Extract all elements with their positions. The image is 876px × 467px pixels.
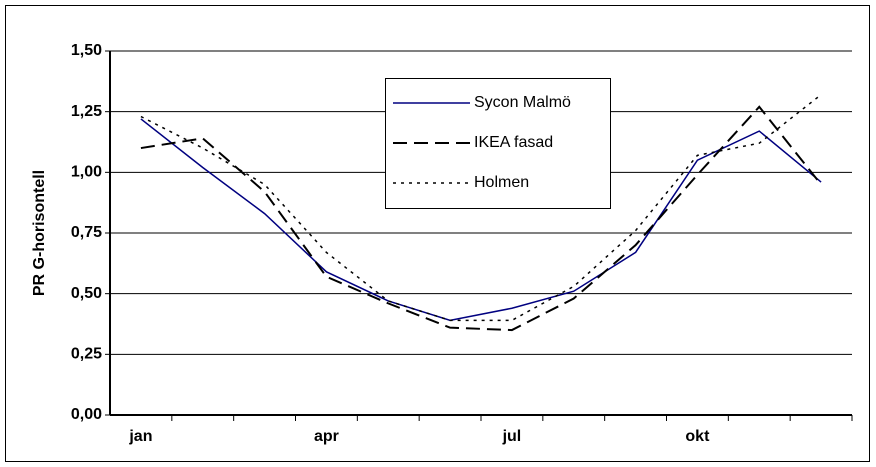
series-line — [140, 118, 822, 322]
legend-label: IKEA fasad — [474, 134, 553, 151]
y-tick-label: 0,00 — [71, 406, 102, 423]
y-axis-label: PR G-horisontell — [31, 170, 48, 296]
y-tick-label: 0,50 — [71, 285, 102, 302]
legend-label: Sycon Malmö — [474, 94, 571, 111]
x-tick-label: jul — [502, 428, 522, 445]
y-tick-label: 0,75 — [71, 224, 102, 241]
y-tick-label: 1,00 — [71, 164, 102, 181]
series-line — [140, 105, 822, 332]
x-tick-label: jan — [128, 428, 152, 445]
y-tick-label: 1,50 — [71, 42, 102, 59]
legend-label: Holmen — [474, 174, 529, 191]
y-tick-label: 1,25 — [71, 103, 102, 120]
x-tick-label: okt — [685, 428, 710, 445]
x-tick-label: apr — [314, 428, 339, 445]
series-line — [140, 94, 822, 322]
y-tick-label: 0,25 — [71, 346, 102, 363]
